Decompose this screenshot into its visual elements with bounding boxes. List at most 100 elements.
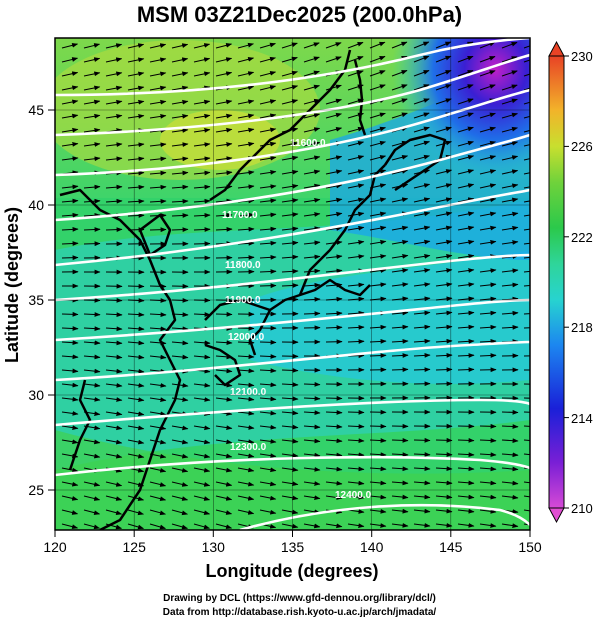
wind-arrow [325,98,342,105]
contour-label: 12000.0 [228,332,265,343]
wind-arrow [325,495,343,500]
wind-arrow [369,55,386,63]
wind-arrow [523,284,530,287]
wind-arrow [391,353,409,358]
wind-arrow [149,312,167,317]
wind-arrow [259,85,277,91]
wind-arrow [61,212,79,218]
wind-arrow [303,311,321,317]
wind-arrow [61,43,79,49]
wind-arrow [127,184,145,190]
wind-arrow [127,198,145,204]
wind-arrow [391,41,408,49]
wind-arrow [457,324,475,330]
wind-arrow [479,211,497,217]
wind-arrow [303,197,321,203]
wind-arrow [61,241,79,246]
wind-arrow [149,523,166,530]
wind-arrow [237,453,255,459]
wind-arrow [413,437,431,443]
wind-arrow [127,312,145,317]
wind-arrow [105,71,123,77]
wind-arrow [435,282,453,287]
wind-arrow [523,115,530,119]
wind-arrow [83,156,101,162]
x-tick-label: 120 [43,539,67,555]
wind-arrow [127,411,145,417]
wind-arrow [105,453,123,459]
wind-arrow [259,212,277,218]
wind-arrow [435,338,453,344]
wind-arrow [105,99,123,105]
wind-arrow [259,71,277,77]
wind-arrow [523,327,530,329]
wind-arrow [413,367,431,373]
wind-arrow [523,481,530,484]
wind-arrow [215,523,233,530]
wind-arrow [105,326,123,332]
wind-arrow [347,56,364,63]
wind-arrow [171,213,189,218]
grid-lines [55,38,530,530]
wind-arrow [237,141,255,147]
wind-arrow [413,140,430,147]
credit-data: Data from http://database.rish.kyoto-u.a… [162,607,437,618]
wind-arrow [435,98,452,105]
wind-arrow [347,339,365,344]
wind-arrow [237,368,255,374]
wind-arrow [303,481,321,486]
wind-arrow [281,367,299,373]
wind-arrow [435,452,453,457]
wind-arrow [457,154,475,161]
wind-arrow [523,509,530,512]
wind-arrow [259,481,277,487]
wind-arrow [237,425,255,430]
wind-arrow [215,198,233,204]
wind-arrow [391,452,409,457]
wind-arrow [347,452,365,458]
wind-arrow [259,495,277,501]
wind-arrow [325,42,342,49]
wind-arrow [149,227,167,233]
wind-arrow [149,198,167,204]
wind-arrow [325,480,343,486]
wind-arrow [171,481,189,487]
wind-arrow [61,255,79,261]
wind-arrow [259,283,277,289]
wind-arrow [83,382,101,388]
wind-arrow [171,340,189,346]
wind-arrow [391,522,409,528]
wind-arrow [457,310,475,316]
wind-arrow [391,324,409,330]
wind-arrow [259,198,277,204]
wind-arrow [83,184,101,190]
wind-arrow [457,282,475,288]
wind-arrow [325,325,343,330]
wind-arrow [237,396,255,402]
wind-arrow [237,226,255,232]
wind-arrow [105,312,123,317]
wind-arrow [237,481,255,487]
wind-arrow [259,439,277,444]
wind-arrow [61,411,79,416]
wind-arrow [457,253,475,259]
wind-arrow [281,453,299,458]
wind-arrow [259,155,277,161]
wind-arrow [501,494,519,500]
wind-arrow [105,198,123,204]
wind-arrow [105,113,123,119]
wind-arrow [149,99,167,105]
wind-arrow [457,239,475,245]
wind-arrow [149,71,167,77]
wind-arrow [479,239,497,245]
wind-arrow [215,425,233,430]
wind-arrow [83,43,101,49]
wind-arrow [281,84,299,91]
wind-arrow [391,154,409,161]
wind-arrow [391,268,409,273]
wind-arrow [149,283,167,289]
wind-arrow [523,495,530,498]
wind-arrow [259,509,277,515]
wind-arrow [171,523,188,530]
wind-arrow [127,71,145,77]
